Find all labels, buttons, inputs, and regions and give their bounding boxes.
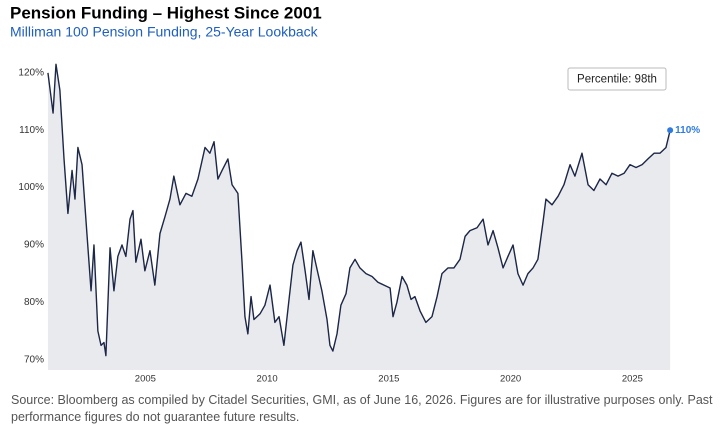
chart-title: Pension Funding – Highest Since 2001 <box>10 3 322 22</box>
y-tick-label: 100% <box>18 182 44 193</box>
y-tick-label: 90% <box>24 240 44 251</box>
x-tick-label: 2025 <box>622 374 643 385</box>
chart-subtitle: Milliman 100 Pension Funding, 25-Year Lo… <box>10 24 319 40</box>
y-tick-label: 80% <box>24 297 44 308</box>
x-tick-label: 2010 <box>257 374 278 385</box>
y-tick-label: 110% <box>19 125 44 136</box>
y-tick-label: 120% <box>18 68 44 79</box>
x-tick-label: 2005 <box>135 374 156 385</box>
x-tick-label: 2020 <box>500 374 521 385</box>
value-label: 110% <box>675 125 700 136</box>
line <box>47 63 671 357</box>
annotation-box <box>567 67 667 91</box>
y-tick-label: 70% <box>24 354 44 365</box>
chart: Pension Funding – Highest Since 2001 Mil… <box>10 3 700 385</box>
area-fill <box>47 64 671 370</box>
end-point <box>667 127 674 134</box>
x-tick-label: 2015 <box>378 374 399 385</box>
annotation: Percentile: 98th <box>577 74 657 86</box>
source-note: Source: Bloomberg as compiled by Citadel… <box>11 393 713 424</box>
